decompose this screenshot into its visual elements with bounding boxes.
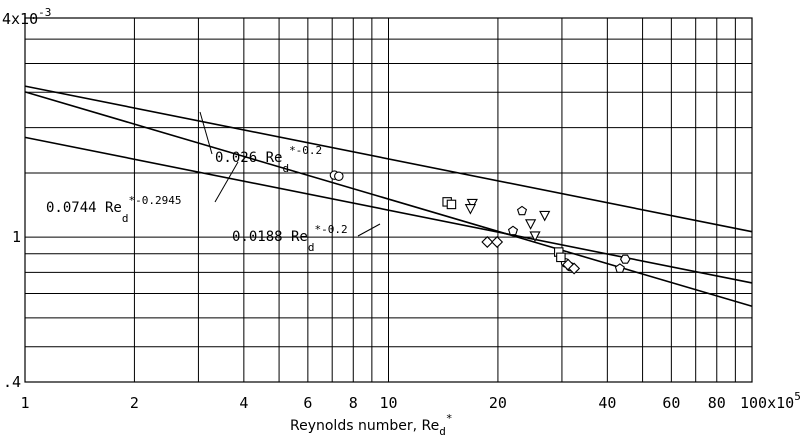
fit-line-1 xyxy=(24,91,753,308)
leader-026 xyxy=(199,111,213,155)
data-point-diamond xyxy=(562,258,575,271)
data-point-triangle-down xyxy=(529,231,541,242)
annotation-0188: 0.0188 Red*-0.2 xyxy=(232,223,348,254)
leader-0744 xyxy=(214,161,239,203)
x-tick-label: 40 xyxy=(598,394,616,412)
data-point-pentagon xyxy=(516,205,528,216)
x-tick-label: 6 xyxy=(303,394,312,412)
x-tick-label: 2 xyxy=(130,394,139,412)
x-tick-label: 8 xyxy=(349,394,358,412)
x-tick-label: 20 xyxy=(489,394,507,412)
fit-line-0 xyxy=(24,85,753,233)
data-point-triangle-down xyxy=(466,198,478,210)
x-tick-label: 10 xyxy=(379,394,397,412)
data-point-circle xyxy=(334,171,344,181)
x-tick-label: 4 xyxy=(239,394,248,412)
plot-frame xyxy=(24,17,753,383)
tick-labels: 1 2 4 6 8 10 20 40 60 80 100x105 4x10-3 1 .4 xyxy=(2,6,801,412)
data-point-triangle-down xyxy=(524,219,537,230)
data-markers xyxy=(329,170,631,275)
leader-0188 xyxy=(357,223,381,237)
data-point-square xyxy=(556,252,566,263)
y-tick-label: 4x10-3 xyxy=(2,6,51,28)
x-tick-label: 100x105 xyxy=(740,390,801,412)
data-point-triangle-down xyxy=(539,210,551,222)
data-point-square xyxy=(446,199,457,210)
data-point-triangle-down xyxy=(464,204,477,215)
data-point-pentagon xyxy=(507,225,519,236)
x-tick-label: 80 xyxy=(708,394,726,412)
data-point-diamond xyxy=(491,236,504,248)
data-point-hexagon xyxy=(619,254,631,264)
grid xyxy=(24,17,753,383)
y-tick-label: 1 xyxy=(12,228,21,246)
data-point-diamond xyxy=(568,262,581,275)
fit-lines xyxy=(24,85,753,308)
fit-line-2 xyxy=(24,136,753,284)
annotation-026: 0.026 Red*-0.2 xyxy=(215,144,322,175)
y-tick-label: .4 xyxy=(3,373,21,391)
annotation-0744: 0.0744 Red*-0.2945 xyxy=(46,194,181,225)
x-axis-title: Reynolds number, Red* xyxy=(290,412,452,438)
data-point-pentagon xyxy=(614,263,625,273)
x-tick-label: 1 xyxy=(20,394,29,412)
x-tick-label: 60 xyxy=(662,394,680,412)
data-point-diamond xyxy=(481,236,494,248)
